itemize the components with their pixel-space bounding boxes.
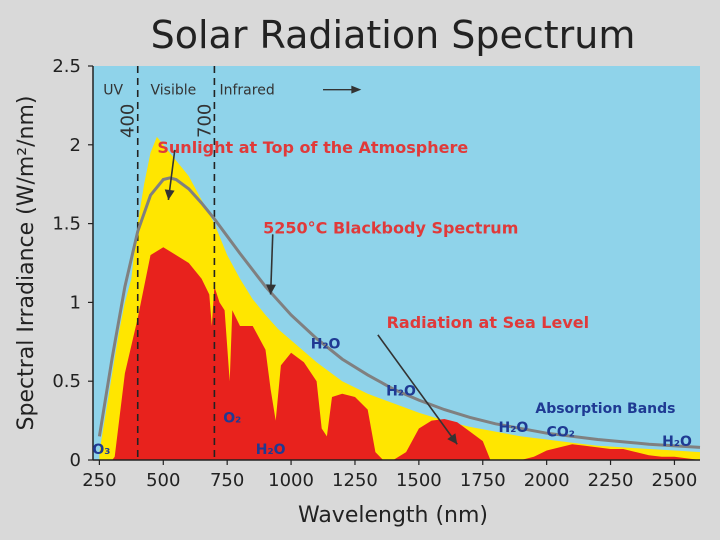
x-tick-label: 750 [210, 470, 244, 491]
y-tick-label: 0.5 [52, 371, 81, 392]
y-tick-label: 2 [70, 135, 81, 156]
y-tick-label: 1 [70, 292, 81, 313]
region-label-uv: UV [103, 83, 123, 99]
annotation-6: H₂O [499, 420, 529, 436]
annotation-9: O₂ [223, 410, 241, 426]
y-tick-label: 1.5 [52, 214, 81, 235]
annotation-11: O₃ [92, 442, 110, 458]
boundary-label-700: 700 [194, 104, 215, 138]
infrared-arrow-head [351, 85, 362, 94]
annotation-3: H₂O [311, 336, 341, 352]
y-axis-label: Spectral Irradiance (W/m²/nm) [14, 96, 39, 431]
region-label-visible: Visible [151, 83, 197, 99]
annotation-5: Absorption Bands [535, 401, 675, 417]
annotation-arrowhead-0 [164, 189, 175, 200]
annotation-arrowhead-2 [447, 433, 458, 445]
x-tick-label: 1500 [396, 470, 442, 491]
x-tick-label: 500 [146, 470, 180, 491]
series-area-sea-level [99, 247, 700, 460]
chart-title: Solar Radiation Spectrum [151, 13, 636, 57]
x-tick-label: 1000 [268, 470, 314, 491]
annotation-1: 5250°C Blackbody Spectrum [263, 218, 518, 237]
x-tick-label: 1750 [460, 470, 506, 491]
x-tick-label: 250 [82, 470, 116, 491]
region-label-infrared: Infrared [220, 83, 275, 99]
annotation-10: H₂O [256, 442, 286, 458]
annotation-7: CO₂ [547, 425, 575, 441]
annotation-4: H₂O [386, 384, 416, 400]
annotation-0: Sunlight at Top of the Atmosphere [157, 138, 468, 157]
annotation-arrow-1 [269, 234, 274, 295]
annotation-8: H₂O [662, 434, 692, 450]
y-tick-label: 2.5 [52, 56, 81, 77]
x-axis-label: Wavelength (nm) [298, 503, 488, 528]
annotation-2: Radiation at Sea Level [387, 313, 590, 332]
annotation-arrowhead-1 [265, 284, 276, 295]
x-tick-label: 2250 [588, 470, 634, 491]
x-tick-label: 1250 [332, 470, 378, 491]
boundary-label-400: 400 [118, 104, 139, 138]
y-tick-label: 0 [70, 450, 81, 471]
x-tick-label: 2000 [524, 470, 570, 491]
x-tick-label: 2500 [652, 470, 698, 491]
annotation-arrow-2 [377, 334, 458, 445]
series-line-blackbody [97, 176, 701, 449]
